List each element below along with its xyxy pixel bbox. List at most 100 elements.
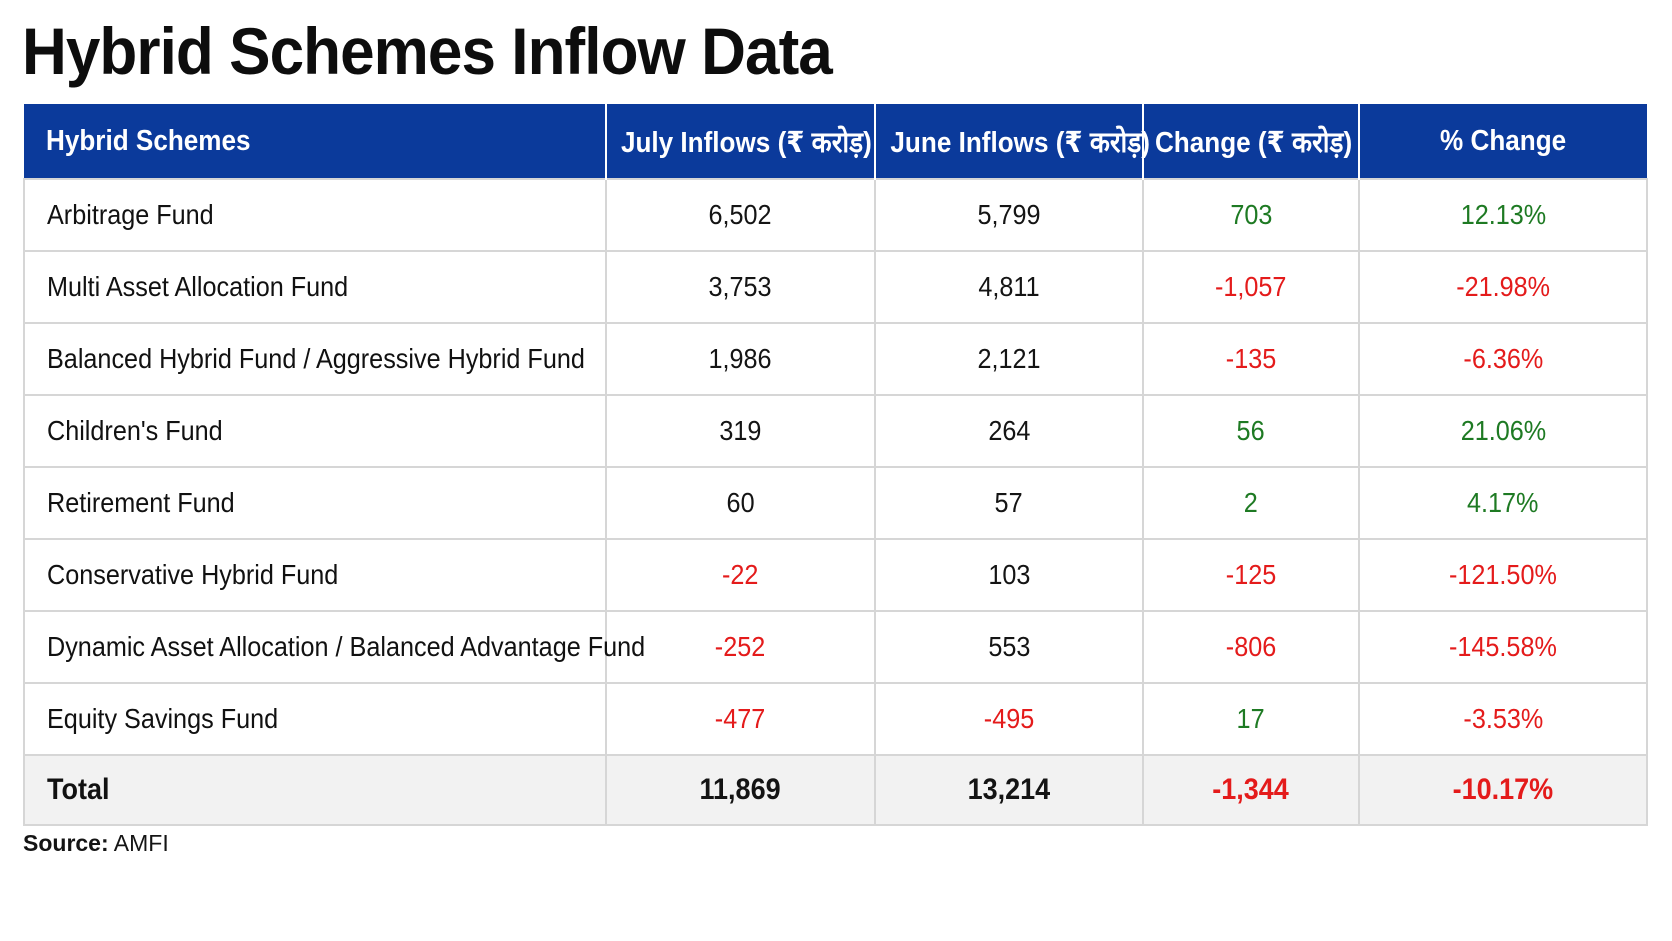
july-cell: 60 (605, 466, 876, 540)
change-cell: -125 (1142, 538, 1360, 612)
change-cell: -806 (1142, 610, 1360, 684)
total-label: Total (47, 773, 110, 806)
header-pct-change-label: % Change (1440, 124, 1567, 157)
june-cell: 553 (874, 610, 1144, 684)
pct-value: 21.06% (1460, 415, 1546, 446)
scheme-cell: Equity Savings Fund (23, 682, 607, 756)
july-value: 319 (719, 415, 762, 446)
june-value: 553 (987, 631, 1031, 662)
total-july-cell: 11,869 (605, 754, 876, 826)
june-value: 2,121 (977, 343, 1041, 374)
june-cell: 57 (874, 466, 1144, 540)
total-pct-value: -10.17% (1452, 773, 1554, 806)
july-value: -477 (715, 703, 766, 734)
june-value: 5,799 (977, 199, 1041, 230)
source-value: AMFI (113, 830, 169, 856)
pct-cell: -145.58% (1358, 610, 1648, 684)
total-change-cell: -1,344 (1142, 754, 1360, 826)
scheme-name: Balanced Hybrid Fund / Aggressive Hybrid… (47, 343, 585, 374)
table-row: Dynamic Asset Allocation / Balanced Adva… (23, 610, 1648, 684)
total-label-cell: Total (23, 754, 607, 826)
header-july-inflows: July Inflows (₹ करोड़) (606, 104, 876, 179)
header-change: Change (₹ करोड़) (1143, 104, 1360, 179)
scheme-cell: Dynamic Asset Allocation / Balanced Adva… (23, 610, 645, 684)
scheme-cell: Balanced Hybrid Fund / Aggressive Hybrid… (23, 322, 607, 396)
pct-cell: -21.98% (1358, 250, 1648, 324)
change-cell: -1,057 (1142, 250, 1360, 324)
header-scheme-label: Hybrid Schemes (46, 124, 251, 157)
june-cell: 264 (874, 394, 1144, 468)
total-june-value: 13,214 (967, 773, 1051, 806)
change-value: -1,057 (1215, 271, 1287, 302)
july-cell: 6,502 (605, 178, 876, 252)
june-value: 4,811 (978, 271, 1040, 302)
july-cell: 3,753 (605, 250, 876, 324)
scheme-name: Multi Asset Allocation Fund (47, 271, 349, 302)
june-value: 57 (994, 487, 1024, 518)
inflow-table-container: Hybrid Schemes July Inflows (₹ करोड़) Ju… (23, 104, 1648, 826)
june-cell: 4,811 (874, 250, 1144, 324)
pct-value: -21.98% (1456, 271, 1550, 302)
pct-value: -6.36% (1463, 343, 1543, 374)
header-pct-change: % Change (1359, 104, 1647, 179)
pct-value: -145.58% (1449, 631, 1557, 662)
june-value: -495 (983, 703, 1035, 734)
table-row: Arbitrage Fund 6,502 5,799 703 12.13% (23, 178, 1648, 252)
header-scheme: Hybrid Schemes (24, 104, 607, 179)
change-value: 703 (1229, 199, 1273, 230)
june-cell: 2,121 (874, 322, 1144, 396)
total-june-cell: 13,214 (874, 754, 1144, 826)
june-cell: 5,799 (874, 178, 1144, 252)
change-cell: 703 (1142, 178, 1360, 252)
pct-value: 4.17% (1467, 487, 1539, 518)
table-row: Children's Fund 319 264 56 21.06% (23, 394, 1648, 468)
july-cell: 319 (605, 394, 876, 468)
table-row: Multi Asset Allocation Fund 3,753 4,811 … (23, 250, 1648, 324)
header-june-inflows-label: June Inflows (₹ करोड़) (890, 126, 1150, 159)
pct-value: -121.50% (1449, 559, 1557, 590)
change-cell: 56 (1142, 394, 1360, 468)
scheme-cell: Multi Asset Allocation Fund (23, 250, 607, 324)
source-note: Source: AMFI (23, 830, 169, 857)
july-cell: -22 (605, 538, 876, 612)
pct-cell: 4.17% (1358, 466, 1648, 540)
change-cell: 17 (1142, 682, 1360, 756)
july-value: 6,502 (708, 199, 773, 230)
scheme-cell: Arbitrage Fund (23, 178, 607, 252)
change-value: 56 (1236, 415, 1266, 446)
inflow-table: Hybrid Schemes July Inflows (₹ करोड़) Ju… (23, 104, 1648, 826)
change-value: 17 (1236, 703, 1266, 734)
july-value: 3,753 (708, 271, 773, 302)
source-label: Source: (23, 830, 109, 856)
june-cell: 103 (874, 538, 1144, 612)
july-cell: -477 (605, 682, 876, 756)
pct-cell: -6.36% (1358, 322, 1648, 396)
scheme-name: Retirement Fund (47, 487, 235, 518)
table-row: Conservative Hybrid Fund -22 103 -125 -1… (23, 538, 1648, 612)
change-cell: -135 (1142, 322, 1360, 396)
total-row: Total 11,869 13,214 -1,344 -10.17% (23, 754, 1648, 826)
scheme-name: Conservative Hybrid Fund (47, 559, 339, 590)
change-cell: 2 (1142, 466, 1360, 540)
july-cell: -252 (605, 610, 876, 684)
table-header-row: Hybrid Schemes July Inflows (₹ करोड़) Ju… (24, 104, 1647, 179)
table-row: Balanced Hybrid Fund / Aggressive Hybrid… (23, 322, 1648, 396)
july-value: 60 (726, 487, 755, 518)
july-value: -22 (722, 559, 759, 590)
total-change-value: -1,344 (1212, 773, 1290, 806)
total-july-value: 11,869 (699, 773, 782, 806)
scheme-cell: Conservative Hybrid Fund (23, 538, 607, 612)
header-june-inflows: June Inflows (₹ करोड़) (875, 104, 1150, 179)
pct-cell: 21.06% (1358, 394, 1648, 468)
header-change-label: Change (₹ करोड़) (1154, 126, 1353, 159)
header-july-inflows-label: July Inflows (₹ करोड़) (620, 126, 872, 159)
scheme-name: Children's Fund (47, 415, 223, 446)
scheme-name: Dynamic Asset Allocation / Balanced Adva… (47, 631, 646, 662)
june-value: 103 (987, 559, 1031, 590)
pct-cell: 12.13% (1358, 178, 1648, 252)
pct-value: -3.53% (1463, 703, 1543, 734)
scheme-name: Equity Savings Fund (47, 703, 279, 734)
scheme-cell: Children's Fund (23, 394, 607, 468)
change-value: -125 (1225, 559, 1277, 590)
july-cell: 1,986 (605, 322, 876, 396)
